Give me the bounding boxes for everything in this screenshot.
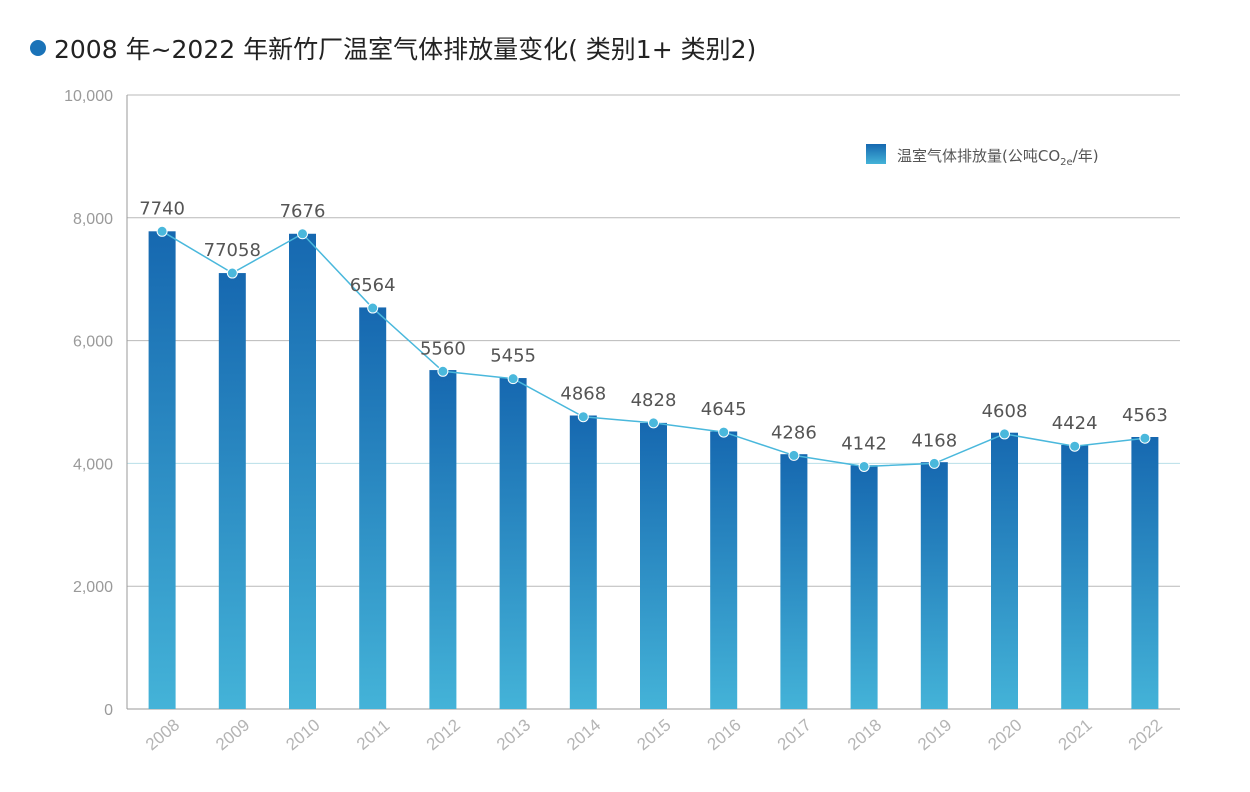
chart-title: 2008 年~2022 年新竹厂温室气体排放量变化( 类别1+ 类别2) <box>54 35 757 64</box>
line-point <box>1069 440 1081 452</box>
line-point <box>297 228 308 240</box>
legend: 温室气体排放量(公吨CO2e/年) <box>866 144 1099 168</box>
x-tick-label: 2011 <box>353 716 393 754</box>
x-tick-label: 2015 <box>633 715 674 754</box>
y-tick-label: 10,000 <box>64 88 113 105</box>
x-tick-label: 2009 <box>212 715 253 754</box>
x-tick-label: 2022 <box>1125 715 1166 754</box>
bar <box>359 307 387 709</box>
bar <box>920 462 948 709</box>
data-label: 4645 <box>701 399 747 420</box>
data-label: 4424 <box>1052 413 1098 434</box>
bar <box>289 233 316 709</box>
trend-line <box>156 225 1151 472</box>
bar <box>640 422 667 709</box>
legend-label: 温室气体排放量(公吨CO2e/年) <box>897 147 1099 168</box>
x-tick-label: 2018 <box>844 715 885 754</box>
line-point <box>788 449 800 461</box>
line-point <box>367 302 379 314</box>
x-tick-label: 2010 <box>282 715 323 754</box>
title-bullet-icon <box>30 40 46 56</box>
data-label: 5455 <box>490 346 536 367</box>
y-tick-label: 0 <box>104 702 113 719</box>
bar <box>569 415 597 709</box>
data-labels: 7740 77058 7676 6564 5560 5455 4868 4828 4645 428… <box>139 198 1168 454</box>
bar <box>429 370 457 709</box>
line-point <box>437 365 449 377</box>
data-label: 4608 <box>982 401 1028 422</box>
legend-swatch <box>866 144 886 164</box>
bar <box>499 378 527 709</box>
x-tick-label: 2019 <box>914 715 955 754</box>
y-tick-label: 6,000 <box>73 334 113 351</box>
bar <box>1131 436 1159 709</box>
y-tick-label: 4,000 <box>73 456 113 473</box>
data-label: 77058 <box>204 240 261 261</box>
bar <box>1061 444 1089 709</box>
x-tick-label: 2014 <box>563 715 604 754</box>
bar <box>218 273 246 709</box>
x-tick-label: 2008 <box>142 715 183 754</box>
data-label: 4286 <box>771 422 817 443</box>
line-point <box>718 426 730 438</box>
y-tick-label: 8,000 <box>73 211 113 228</box>
data-label: 4563 <box>1122 405 1168 426</box>
data-label: 4828 <box>631 390 677 411</box>
data-label: 7740 <box>139 198 185 219</box>
x-tick-label: 2012 <box>423 715 464 754</box>
line-point <box>156 225 168 237</box>
line-point <box>1139 432 1151 444</box>
bar <box>991 432 1018 709</box>
bar <box>780 454 808 709</box>
line-point <box>226 267 238 279</box>
x-tick-label: 2016 <box>704 715 745 754</box>
line-point <box>928 457 940 469</box>
y-tick-label: 2,000 <box>73 579 113 596</box>
line-point <box>507 373 519 385</box>
line-point <box>858 460 870 472</box>
data-label: 6564 <box>350 275 396 296</box>
data-label: 4868 <box>560 384 606 405</box>
bar <box>148 231 176 710</box>
chart-title-row: 2008 年~2022 年新竹厂温室气体排放量变化( 类别1+ 类别2) <box>30 30 756 66</box>
data-label: 4142 <box>841 433 887 454</box>
line-point <box>577 411 589 423</box>
x-tick-label: 2017 <box>774 715 815 754</box>
data-label: 4168 <box>911 430 957 451</box>
line-point <box>648 417 659 429</box>
x-tick-label: 2021 <box>1055 715 1096 754</box>
line-point <box>999 428 1010 440</box>
bar <box>850 465 878 709</box>
bars <box>148 231 1159 710</box>
bar <box>710 431 738 709</box>
data-label: 5560 <box>420 338 466 359</box>
data-label: 7676 <box>280 201 326 222</box>
x-tick-label: 2020 <box>984 715 1025 754</box>
x-tick-label: 2013 <box>493 715 534 754</box>
